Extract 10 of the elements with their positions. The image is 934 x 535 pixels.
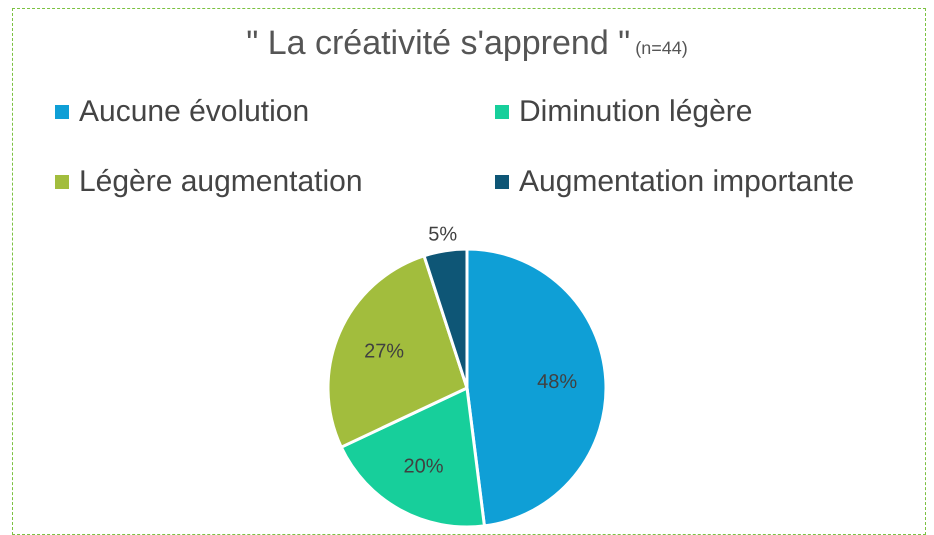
legend-label: Légère augmentation	[79, 165, 363, 199]
legend-label: Aucune évolution	[79, 95, 310, 129]
chart-title: " La créativité s'apprend "	[246, 24, 630, 62]
data-label: 20%	[403, 456, 444, 478]
chart-subtitle: (n=44)	[634, 38, 688, 58]
legend-label: Augmentation importante	[519, 165, 854, 199]
data-label: 48%	[537, 370, 578, 393]
data-label: 5%	[428, 223, 458, 246]
legend-label: Diminution légère	[519, 95, 752, 129]
data-label: 27%	[364, 340, 404, 363]
